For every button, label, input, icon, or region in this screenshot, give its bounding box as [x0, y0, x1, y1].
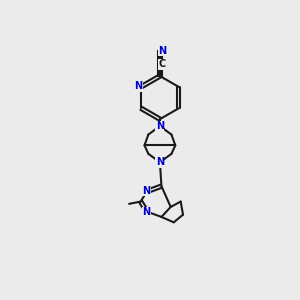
Text: N: N	[156, 121, 164, 131]
Text: N: N	[156, 157, 164, 167]
Text: N: N	[142, 186, 150, 196]
Text: N: N	[142, 207, 150, 217]
Text: N: N	[134, 81, 142, 91]
Text: N: N	[158, 46, 166, 56]
Text: C: C	[159, 59, 166, 70]
